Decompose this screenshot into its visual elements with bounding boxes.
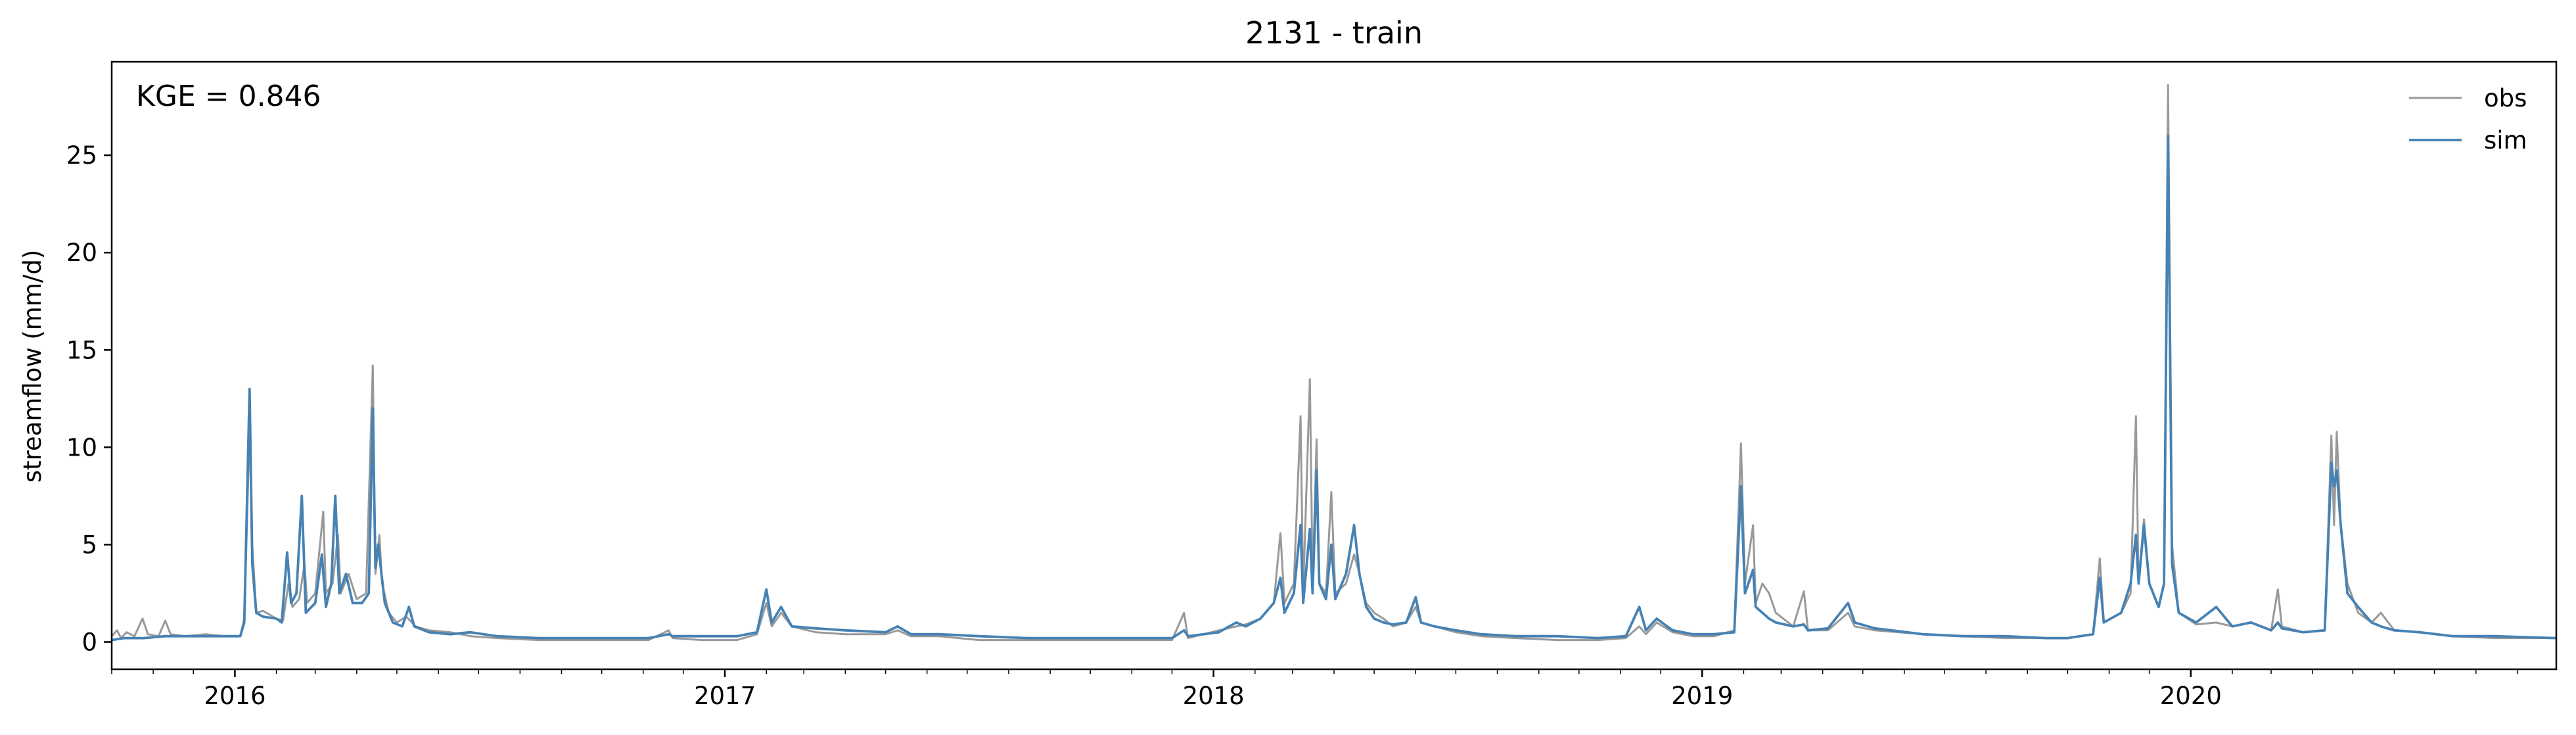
x-tick-label: 2017 [694, 682, 756, 710]
y-tick-label: 0 [81, 628, 97, 657]
x-tick-label: 2018 [1183, 682, 1245, 710]
y-tick-label: 25 [66, 141, 97, 170]
legend-label-sim: sim [2484, 126, 2527, 154]
y-tick-label: 15 [66, 336, 97, 364]
legend-label-obs: obs [2484, 84, 2527, 112]
plot-area: 0 5 10 15 20 25 2016 2017 2018 2019 2020 [66, 60, 2558, 710]
y-axis-label: streamflow (mm/d) [18, 250, 47, 483]
x-tick-label: 2020 [2160, 682, 2222, 710]
chart-title: 2131 - train [1245, 15, 1423, 51]
series-line-obs [110, 84, 2556, 642]
series-layer [110, 84, 2557, 642]
ticks-layer: 0 5 10 15 20 25 2016 2017 2018 2019 2020 [66, 141, 2518, 710]
x-tick-label: 2016 [204, 682, 265, 710]
y-tick-label: 20 [66, 239, 97, 267]
x-tick-label: 2019 [1671, 682, 1733, 710]
kge-annotation: KGE = 0.846 [136, 80, 321, 113]
series-line-sim [111, 134, 2557, 642]
plot-frame [110, 60, 2558, 671]
legend: obs sim [2409, 84, 2527, 154]
y-tick-label: 5 [81, 531, 97, 559]
y-tick-label: 10 [66, 433, 97, 462]
